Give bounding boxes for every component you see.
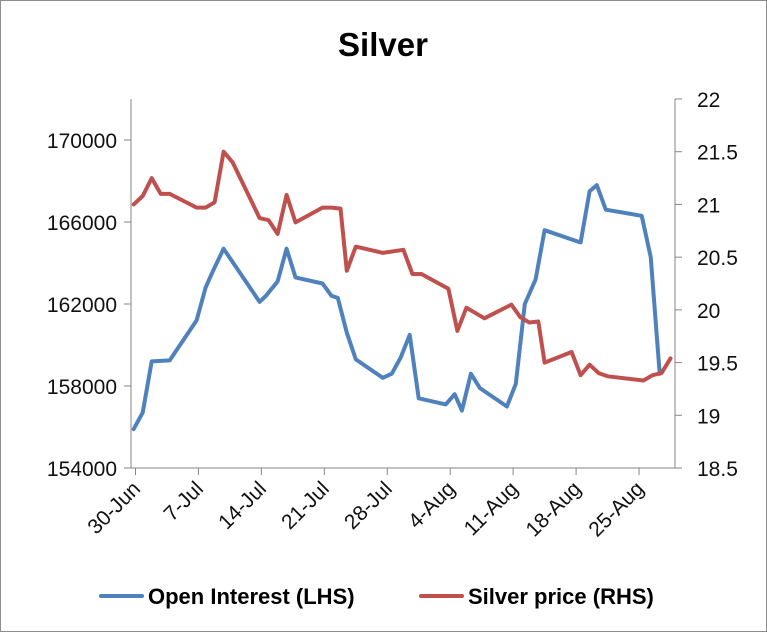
left-tick-label: 170000 [47, 130, 117, 153]
silver-price-line [131, 149, 673, 383]
left-tick-label: 162000 [47, 294, 117, 317]
x-tick-label: 11-Aug [460, 477, 523, 540]
chart-title: Silver [338, 26, 428, 63]
x-tick-label: 21-Jul [277, 477, 334, 534]
right-tick-label: 20 [697, 300, 720, 323]
x-tick-label: 30-Jun [83, 477, 145, 539]
left-tick-label: 154000 [47, 458, 117, 481]
x-tick-label: 4-Aug [404, 477, 460, 533]
x-tick-label: 7-Jul [160, 477, 208, 525]
left-tick-label: 166000 [47, 212, 117, 235]
right-tick-label: 18.5 [697, 458, 738, 481]
right-tick-label: 19.5 [697, 353, 738, 376]
right-tick-label: 22 [697, 89, 720, 112]
legend-label-silver-price: Silver price (RHS) [468, 584, 654, 609]
right-tick-label: 20.5 [697, 247, 738, 270]
open-interest-line [131, 183, 662, 432]
legend: Open Interest (LHS) Silver price (RHS) [99, 584, 654, 609]
x-tick-label: 25-Aug [584, 477, 648, 541]
x-tick-label: 14-Jul [214, 477, 271, 534]
right-tick-label: 21.5 [697, 142, 738, 165]
left-tick-label: 158000 [47, 376, 117, 399]
right-tick-label: 19 [697, 405, 720, 428]
right-tick-label: 21 [697, 194, 720, 217]
x-tick-label: 18-Aug [521, 477, 585, 541]
legend-label-open-interest: Open Interest (LHS) [148, 584, 355, 609]
x-tick-label: 28-Jul [340, 477, 397, 534]
